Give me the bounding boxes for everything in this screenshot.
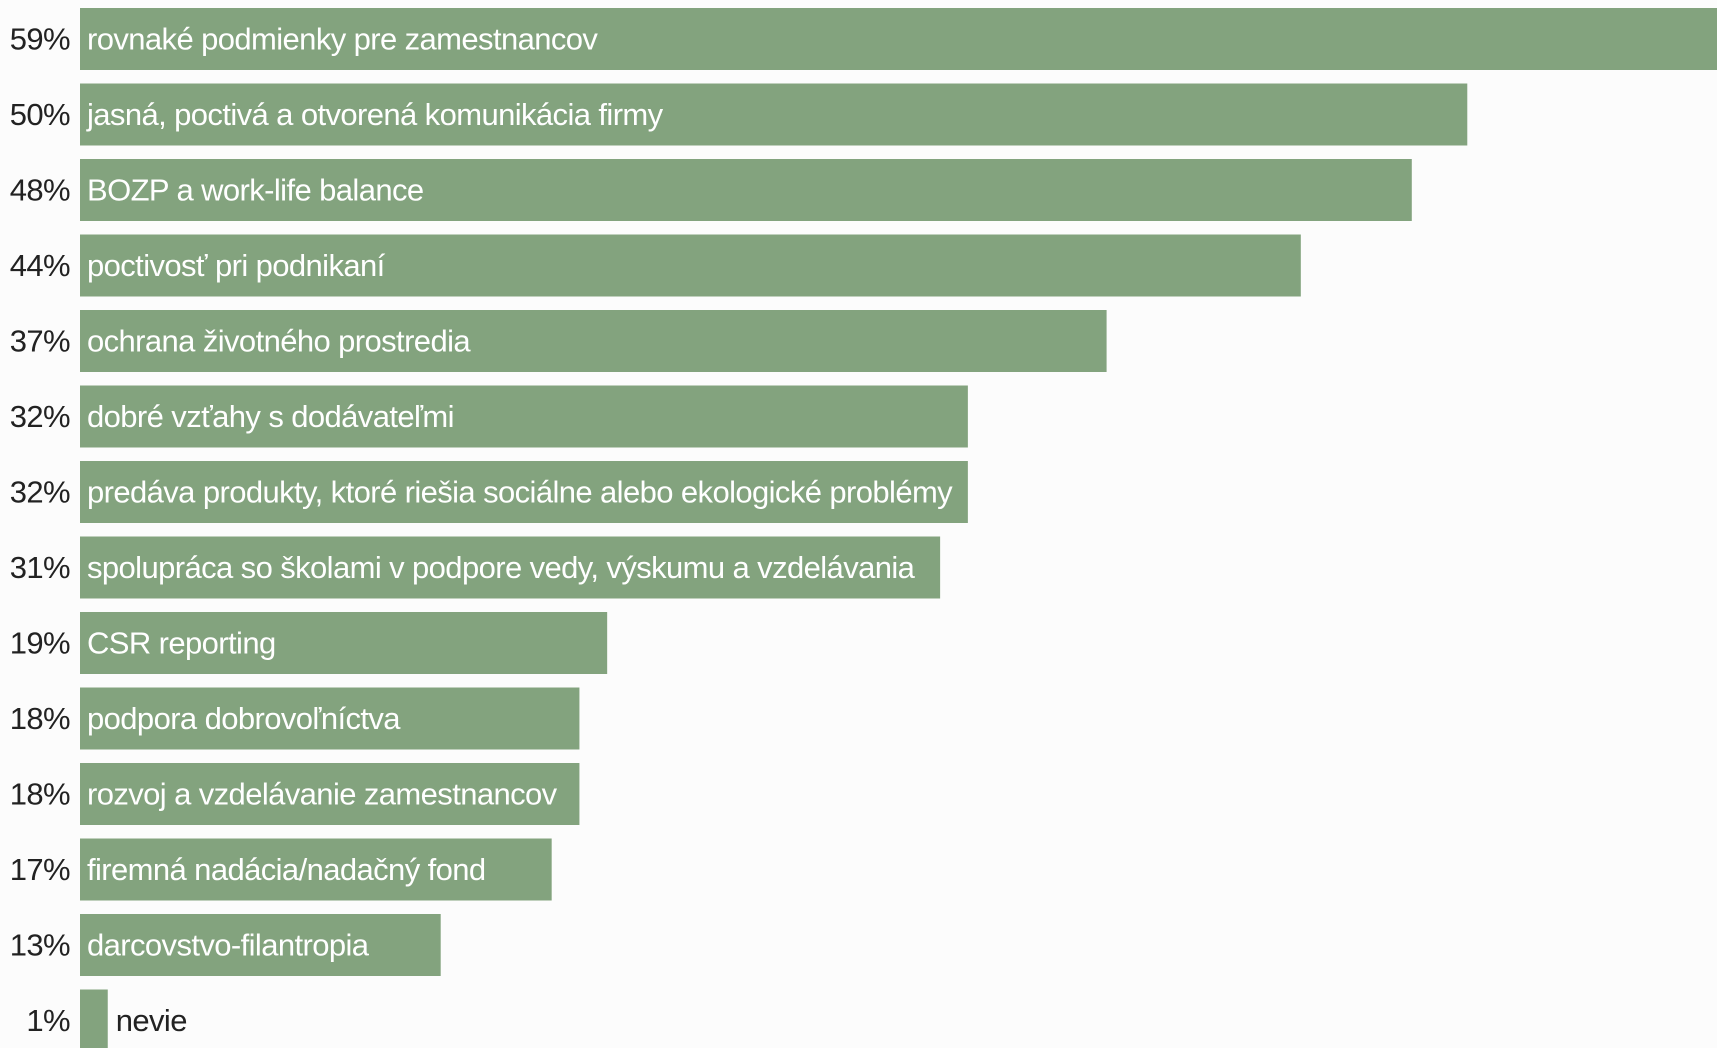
bar-value-label: 48% <box>10 173 70 208</box>
bar <box>80 310 1107 372</box>
bar <box>80 159 1412 221</box>
bar-value-label: 44% <box>10 248 70 283</box>
bar-category-label: rozvoj a vzdelávanie zamestnancov <box>87 777 558 812</box>
bar-category-label: darcovstvo-filantropia <box>87 928 370 963</box>
bar <box>80 234 1301 297</box>
bar <box>80 536 941 599</box>
bar-category-label: poctivosť pri podnikaní <box>87 248 386 283</box>
bar <box>80 989 108 1048</box>
bar-category-label: dobré vzťahy s dodávateľmi <box>87 399 454 434</box>
bar-value-label: 31% <box>10 550 70 585</box>
bar-category-label: ochrana životného prostredia <box>87 324 471 359</box>
bar-value-label: 18% <box>10 701 70 736</box>
bar-value-label: 32% <box>10 475 70 510</box>
bar-category-label: rovnaké podmienky pre zamestnancov <box>87 22 598 57</box>
bar-category-label: podpora dobrovoľníctva <box>87 701 401 736</box>
bar-value-label: 32% <box>10 399 70 434</box>
bars-group <box>80 8 1717 1048</box>
labels-group: 59% rovnaké podmienky pre zamestnancov 50%… <box>10 22 954 1039</box>
bar-category-label: firemná nadácia/nadačný fond <box>87 852 486 887</box>
bar-category-label: spolupráca so školami v podpore vedy, vý… <box>87 550 916 585</box>
bar <box>80 687 580 750</box>
bar-value-label: 37% <box>10 324 70 359</box>
bar-value-label: 13% <box>10 928 70 963</box>
bar-value-label: 19% <box>10 626 70 661</box>
bar <box>80 385 968 448</box>
bar <box>80 83 1468 146</box>
bar <box>80 914 441 976</box>
bar-value-label: 50% <box>10 97 70 132</box>
bar <box>80 763 580 825</box>
bar-category-label: BOZP a work-life balance <box>87 173 424 208</box>
bar-value-label: 59% <box>10 22 70 57</box>
bar-value-label: 1% <box>26 1003 70 1038</box>
bar <box>80 8 1717 70</box>
bar-category-label: jasná, poctivá a otvorená komunikácia fi… <box>86 97 664 132</box>
bar-value-label: 18% <box>10 777 70 812</box>
bar-value-label: 17% <box>10 852 70 887</box>
bar <box>80 612 608 674</box>
bar-category-label: CSR reporting <box>87 626 276 661</box>
bar <box>80 461 968 523</box>
bar-category-label: predáva produkty, ktoré riešia sociálne … <box>87 475 953 510</box>
bar <box>80 838 552 901</box>
bar-category-label: nevie <box>116 1003 187 1038</box>
